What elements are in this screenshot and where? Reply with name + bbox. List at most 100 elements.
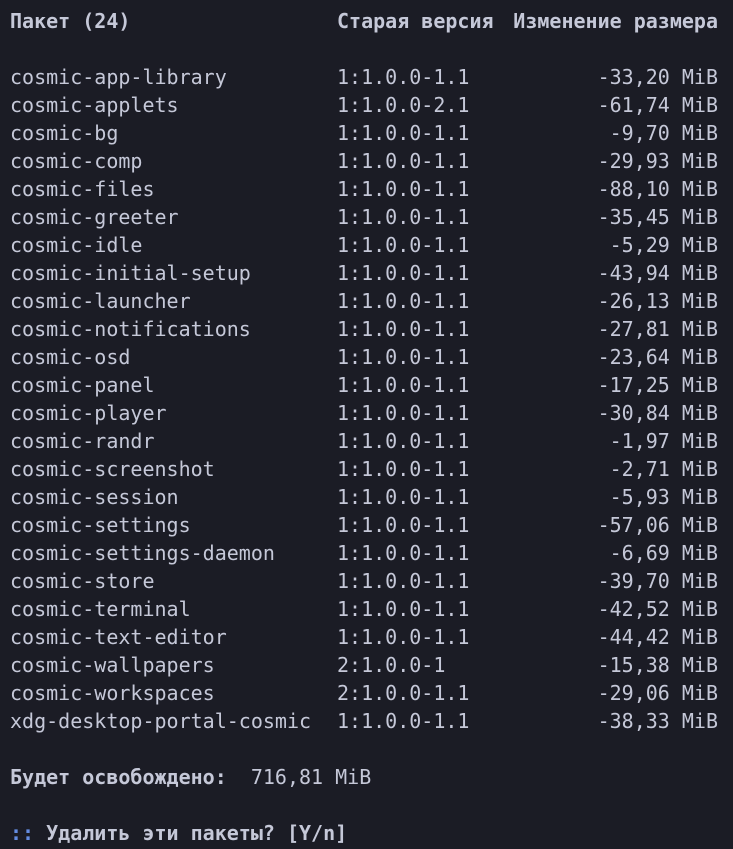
package-version: 1:1.0.0-1.1 (337, 513, 470, 537)
package-size: -17,25 MiB (597, 373, 718, 397)
package-version: 1:1.0.0-1.1 (337, 625, 470, 649)
package-size: -88,10 MiB (597, 177, 718, 201)
package-name: cosmic-settings-daemon (10, 541, 275, 565)
column-header-package: Пакет (24) (10, 9, 131, 33)
package-size: -27,81 MiB (597, 317, 718, 341)
package-version: 1:1.0.0-1.1 (337, 345, 470, 369)
table-row: cosmic-session 1:1.0.0-1.1 -5,93 MiB (10, 483, 718, 511)
package-size: -23,64 MiB (597, 345, 718, 369)
package-size: -29,06 MiB (597, 681, 718, 705)
table-row: cosmic-randr 1:1.0.0-1.1 -1,97 MiB (10, 427, 718, 455)
package-version: 1:1.0.0-1.1 (337, 233, 470, 257)
table-header-row: Пакет (24) Старая версия Изменение разме… (10, 7, 718, 35)
prompt-line[interactable]: :: Удалить эти пакеты? [Y/n] (10, 819, 718, 847)
table-row: cosmic-files 1:1.0.0-1.1 -88,10 MiB (10, 175, 718, 203)
table-row: cosmic-workspaces 2:1.0.0-1.1 -29,06 MiB (10, 679, 718, 707)
package-version: 2:1.0.0-1 (337, 653, 446, 677)
package-version: 1:1.0.0-1.1 (337, 373, 470, 397)
blank-line (10, 791, 718, 819)
prompt-spacer (34, 821, 46, 845)
package-size: -15,38 MiB (597, 653, 718, 677)
table-row: cosmic-initial-setup 1:1.0.0-1.1 -43,94 … (10, 259, 718, 287)
table-row: cosmic-launcher 1:1.0.0-1.1 -26,13 MiB (10, 287, 718, 315)
package-size: -44,42 MiB (597, 625, 718, 649)
package-name: cosmic-idle (10, 233, 143, 257)
package-size: -35,45 MiB (597, 205, 718, 229)
summary-spacer (227, 765, 251, 789)
package-version: 2:1.0.0-1.1 (337, 681, 470, 705)
package-name: cosmic-session (10, 485, 179, 509)
package-version: 1:1.0.0-1.1 (337, 541, 470, 565)
package-name: cosmic-wallpapers (10, 653, 215, 677)
package-version: 1:1.0.0-1.1 (337, 121, 470, 145)
table-row: cosmic-idle 1:1.0.0-1.1 -5,29 MiB (10, 231, 718, 259)
package-version: 1:1.0.0-1.1 (337, 485, 470, 509)
table-row: cosmic-notifications 1:1.0.0-1.1 -27,81 … (10, 315, 718, 343)
package-name: cosmic-settings (10, 513, 191, 537)
package-size: -42,52 MiB (597, 597, 718, 621)
package-size: -57,06 MiB (597, 513, 718, 537)
package-name: cosmic-store (10, 569, 155, 593)
package-size: -5,93 MiB (609, 485, 718, 509)
table-row: cosmic-store 1:1.0.0-1.1 -39,70 MiB (10, 567, 718, 595)
package-name: cosmic-greeter (10, 205, 179, 229)
package-size: -38,33 MiB (597, 709, 718, 733)
package-version: 1:1.0.0-1.1 (337, 569, 470, 593)
package-name: cosmic-bg (10, 121, 119, 145)
blank-line (10, 735, 718, 763)
package-name: cosmic-osd (10, 345, 131, 369)
summary-line: Будет освобождено: 716,81 MiB (10, 763, 718, 791)
package-name: cosmic-initial-setup (10, 261, 251, 285)
package-size: -61,74 MiB (597, 93, 718, 117)
table-row: cosmic-applets 1:1.0.0-2.1 -61,74 MiB (10, 91, 718, 119)
package-name: cosmic-panel (10, 373, 155, 397)
prompt-options: [Y/n] (286, 821, 348, 845)
package-name: cosmic-player (10, 401, 167, 425)
package-size: -43,94 MiB (597, 261, 718, 285)
package-name: cosmic-comp (10, 149, 143, 173)
package-version: 1:1.0.0-1.1 (337, 597, 470, 621)
package-version: 1:1.0.0-2.1 (337, 93, 470, 117)
package-version: 1:1.0.0-1.1 (337, 65, 470, 89)
package-table: cosmic-app-library 1:1.0.0-1.1 -33,20 Mi… (10, 63, 718, 735)
table-row: cosmic-wallpapers 2:1.0.0-1 -15,38 MiB (10, 651, 718, 679)
package-size: -39,70 MiB (597, 569, 718, 593)
package-size: -2,71 MiB (609, 457, 718, 481)
table-row: cosmic-settings 1:1.0.0-1.1 -57,06 MiB (10, 511, 718, 539)
package-version: 1:1.0.0-1.1 (337, 149, 470, 173)
package-version: 1:1.0.0-1.1 (337, 317, 470, 341)
package-name: cosmic-text-editor (10, 625, 227, 649)
column-header-old-version: Старая версия (337, 9, 494, 33)
package-version: 1:1.0.0-1.1 (337, 177, 470, 201)
prompt-question: Удалить эти пакеты? (46, 821, 275, 845)
table-row: cosmic-greeter 1:1.0.0-1.1 -35,45 MiB (10, 203, 718, 231)
table-row: cosmic-player 1:1.0.0-1.1 -30,84 MiB (10, 399, 718, 427)
package-size: -1,97 MiB (609, 429, 718, 453)
package-version: 1:1.0.0-1.1 (337, 457, 470, 481)
package-version: 1:1.0.0-1.1 (337, 289, 470, 313)
table-row: cosmic-text-editor 1:1.0.0-1.1 -44,42 Mi… (10, 623, 718, 651)
table-row: xdg-desktop-portal-cosmic 1:1.0.0-1.1 -3… (10, 707, 718, 735)
table-row: cosmic-panel 1:1.0.0-1.1 -17,25 MiB (10, 371, 718, 399)
table-row: cosmic-app-library 1:1.0.0-1.1 -33,20 Mi… (10, 63, 718, 91)
package-version: 1:1.0.0-1.1 (337, 205, 470, 229)
package-name: cosmic-launcher (10, 289, 191, 313)
package-name: cosmic-notifications (10, 317, 251, 341)
package-size: -6,69 MiB (609, 541, 718, 565)
blank-line (10, 35, 718, 63)
prompt-spacer (275, 821, 287, 845)
package-size: -33,20 MiB (597, 65, 718, 89)
summary-value: 716,81 MiB (250, 765, 372, 789)
package-size: -9,70 MiB (609, 121, 718, 145)
package-name: cosmic-app-library (10, 65, 227, 89)
package-name: cosmic-terminal (10, 597, 191, 621)
package-size: -30,84 MiB (597, 401, 718, 425)
package-name: cosmic-applets (10, 93, 179, 117)
package-size: -29,93 MiB (597, 149, 718, 173)
package-version: 1:1.0.0-1.1 (337, 261, 470, 285)
table-row: cosmic-bg 1:1.0.0-1.1 -9,70 MiB (10, 119, 718, 147)
table-row: cosmic-screenshot 1:1.0.0-1.1 -2,71 MiB (10, 455, 718, 483)
package-version: 1:1.0.0-1.1 (337, 401, 470, 425)
package-version: 1:1.0.0-1.1 (337, 429, 470, 453)
